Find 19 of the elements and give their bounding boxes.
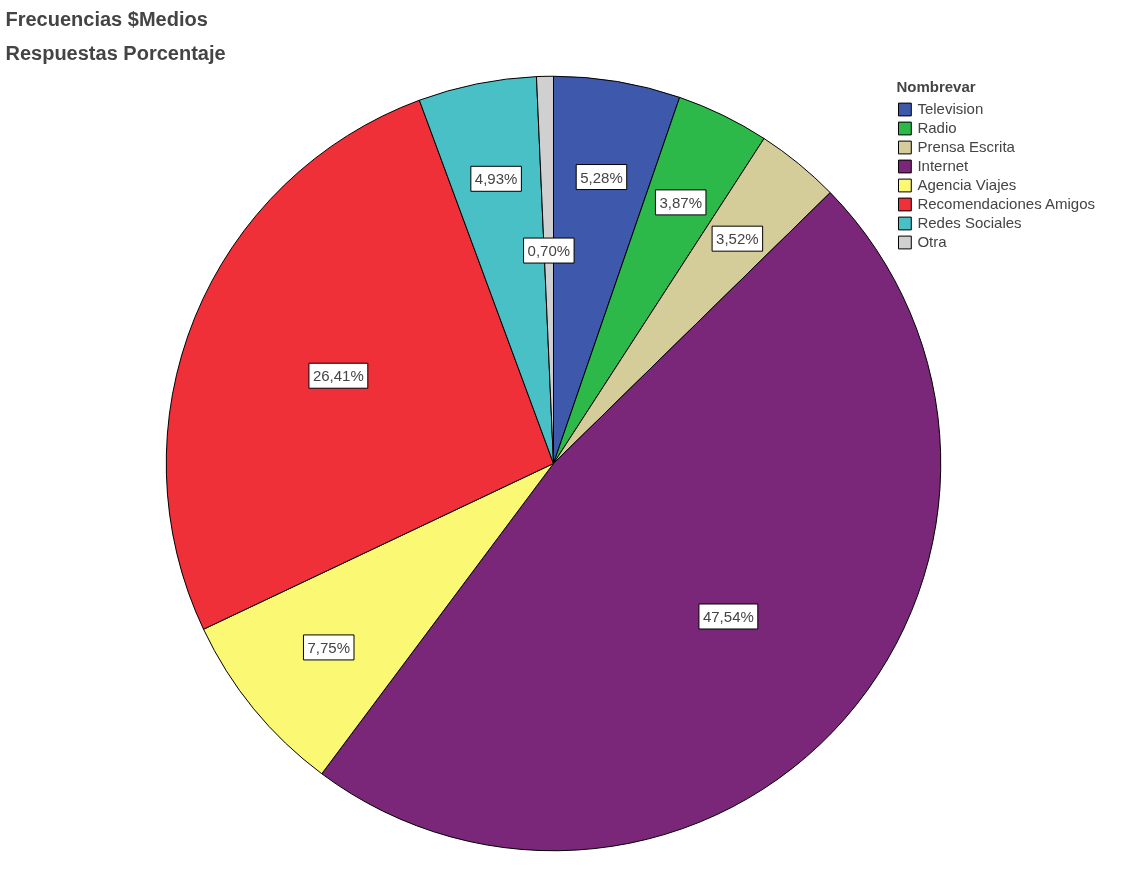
legend-label: Recomendaciones Amigos [917, 195, 1095, 212]
legend-label: Prensa Escrita [917, 138, 1015, 155]
legend-label: Otra [917, 233, 947, 250]
data-label: 0,70% [527, 242, 571, 260]
legend-title: Nombrevar [896, 78, 977, 95]
data-label: 26,41% [312, 367, 364, 385]
legend-label: Redes Sociales [917, 214, 1022, 231]
data-label: 3,87% [659, 193, 702, 211]
data-label: 3,52% [716, 230, 759, 248]
legend-label: Television [917, 100, 984, 117]
legend-label: Radio [917, 119, 957, 136]
data-label: 5,28% [580, 168, 623, 186]
chart-subtitle: Respuestas Porcentaje [5, 41, 226, 64]
chart-title: Frecuencias $Medios [5, 7, 208, 30]
data-label: 47,54% [702, 608, 754, 625]
data-label: 4,93% [474, 170, 518, 188]
data-label: 7,75% [307, 638, 351, 656]
legend-label: Agencia Viajes [917, 176, 1017, 193]
legend-label: Internet [917, 157, 969, 174]
